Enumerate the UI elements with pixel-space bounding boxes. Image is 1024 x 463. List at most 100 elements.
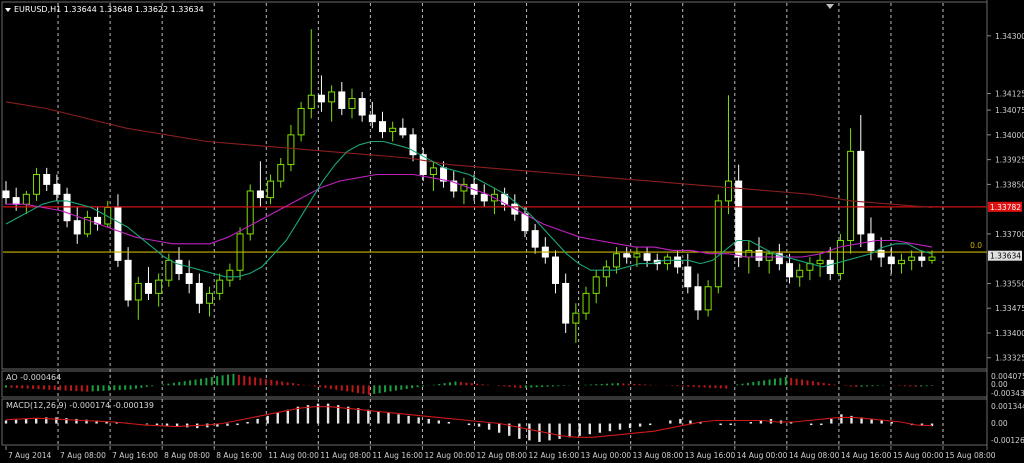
candle-body [379, 121, 387, 133]
candle-body [409, 134, 417, 156]
red-level-badge [988, 201, 1022, 212]
price-tick-label: 1.33400 [995, 329, 1024, 338]
time-label: 8 Aug 08:00 [164, 451, 210, 460]
candle-body [633, 253, 641, 258]
time-label: 7 Aug 16:00 [112, 451, 158, 460]
vertical-grid [57, 3, 944, 448]
candle-body [684, 266, 692, 288]
macd-tick-zero: 0.00 [991, 419, 1008, 428]
time-label: 14 Aug 16:00 [841, 451, 892, 460]
candle-body [175, 259, 183, 275]
candle-body [816, 259, 824, 265]
candle-body [450, 180, 458, 192]
candle-body [643, 253, 651, 261]
candle-body [165, 259, 173, 281]
time-label: 14 Aug 00:00 [737, 451, 788, 460]
candle-body [63, 193, 71, 222]
ao-tick-max: 0.004075 [991, 372, 1024, 381]
candle-body [419, 154, 427, 175]
candle-body [857, 150, 865, 235]
candle-body [267, 180, 275, 199]
time-label: 11 Aug 08:00 [320, 451, 371, 460]
candle-body [877, 249, 885, 258]
candle-body [531, 230, 539, 248]
scroll-marker-icon[interactable] [826, 4, 834, 9]
ao-title: AO -0.000464 [6, 373, 61, 382]
candle-body [928, 256, 936, 261]
candle-body [674, 256, 682, 268]
candle-body [358, 98, 366, 116]
candle-body [389, 127, 397, 133]
candle-body [73, 220, 81, 235]
candle-body [12, 197, 20, 205]
candle-body [348, 98, 356, 109]
candle-body [256, 190, 264, 199]
price-tick-label: 1.34125 [995, 90, 1024, 99]
candle-body [216, 279, 224, 294]
candle-body [297, 107, 305, 136]
time-label: 13 Aug 08:00 [633, 451, 684, 460]
chart-menu-arrow-icon[interactable] [5, 8, 11, 12]
candle-body [114, 207, 122, 261]
candle-body [897, 259, 905, 265]
candle-body [592, 276, 600, 294]
candle-body [724, 180, 732, 202]
ma-mid-line [6, 173, 933, 258]
price-tick-label: 1.34075 [995, 106, 1024, 115]
candle-body [246, 190, 254, 235]
candle-body [755, 249, 763, 261]
candle-body [745, 249, 753, 258]
price-tick-label: 1.33475 [995, 304, 1024, 313]
ma-slow-line [5, 101, 933, 209]
time-label: 12 Aug 16:00 [529, 451, 580, 460]
time-label: 15 Aug 08:00 [945, 451, 996, 460]
candle-body [226, 269, 234, 281]
candle-body [287, 134, 295, 166]
overlays-layer [3, 101, 987, 278]
chart-title: EURUSD,H1 1.33644 1.33648 1.33622 1.3363… [14, 5, 204, 14]
price-tick-label: 1.33925 [995, 156, 1024, 165]
candle-body [562, 282, 570, 324]
ao-tick-min: -0.003435 [991, 389, 1024, 398]
candle-body [104, 207, 112, 225]
time-label: 12 Aug 00:00 [424, 451, 475, 460]
candle-body [22, 193, 30, 205]
current-price-badge [988, 250, 1022, 261]
candle-body [786, 263, 794, 278]
candle-body [796, 269, 804, 278]
red-level-price: 1.33782 [990, 203, 1021, 212]
candle-body [307, 94, 315, 109]
time-label: 8 Aug 16:00 [216, 451, 262, 460]
candle-body [847, 150, 855, 242]
time-label: 11 Aug 00:00 [268, 451, 319, 460]
candle-body [836, 240, 844, 275]
candle-body [775, 253, 783, 265]
price-tick-label: 1.34000 [995, 131, 1024, 140]
candle-body [317, 94, 325, 103]
candle-body [704, 286, 712, 311]
time-label: 14 Aug 08:00 [789, 451, 840, 460]
candle-body [277, 164, 285, 182]
candle-body [124, 259, 132, 301]
time-label: 7 Aug 08:00 [60, 451, 106, 460]
price-tick-label: 1.33550 [995, 279, 1024, 288]
time-label: 15 Aug 00:00 [893, 451, 944, 460]
candle-body [144, 282, 152, 294]
candle-body [602, 266, 610, 278]
candle-body [521, 213, 529, 232]
ao-tick-zero: 0.00 [991, 380, 1008, 389]
candle-body [338, 91, 346, 109]
price-tick-label: 1.33325 [995, 354, 1024, 363]
candle-body [908, 256, 916, 261]
candle-body [551, 256, 559, 284]
macd-tick-min: -0.001268 [991, 436, 1024, 445]
macd-histogram [4, 403, 934, 442]
candle-body [613, 253, 621, 268]
candle-body [429, 167, 437, 175]
time-label: 7 Aug 2014 [8, 451, 51, 460]
candle-body [582, 292, 590, 314]
price-tick-label: 1.33850 [995, 180, 1024, 189]
candle-body [694, 286, 702, 311]
